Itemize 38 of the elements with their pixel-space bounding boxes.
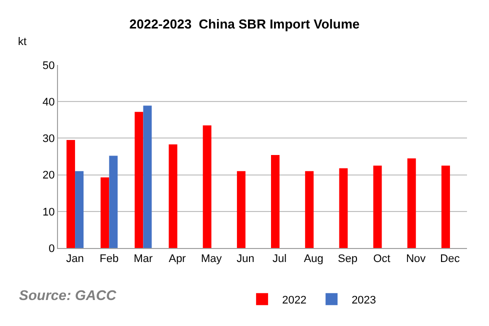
- bar: [100, 177, 110, 248]
- x-tick-label: Oct: [373, 253, 390, 266]
- y-tick-label: 0: [48, 242, 55, 255]
- bar: [143, 106, 152, 248]
- bar: [305, 171, 314, 248]
- legend-label: 2023: [352, 294, 376, 306]
- bar: [407, 158, 416, 248]
- x-tick-label: Dec: [440, 253, 460, 266]
- y-tick-label: 40: [42, 96, 55, 108]
- bar: [271, 155, 280, 248]
- x-tick-label: Nov: [406, 253, 426, 266]
- x-tick-label: Jan: [66, 253, 84, 266]
- x-tick-label: Mar: [134, 253, 154, 266]
- bar: [339, 168, 348, 248]
- y-axis-title: kt: [18, 36, 27, 48]
- bar: [66, 140, 76, 248]
- bar: [134, 112, 144, 248]
- y-tick-label: 10: [42, 206, 55, 218]
- x-tick-label: Feb: [100, 253, 119, 266]
- bar: [373, 166, 382, 248]
- bar: [75, 171, 84, 248]
- bar: [441, 166, 450, 248]
- x-tick-label: Apr: [168, 253, 186, 266]
- x-tick-label: May: [200, 253, 222, 266]
- x-tick-label: Jul: [272, 253, 287, 266]
- bar: [109, 156, 118, 248]
- y-tick-label: 50: [42, 60, 55, 72]
- x-tick-label: Jun: [236, 253, 254, 266]
- bar: [202, 125, 212, 248]
- x-tick-label: Sep: [338, 253, 358, 266]
- y-tick-label: 20: [42, 170, 55, 182]
- legend-label: 2022: [282, 294, 307, 306]
- source-note: Source: GACC: [19, 287, 118, 303]
- chart-title: 2022-2023 China SBR Import Volume: [129, 16, 360, 32]
- bar: [236, 171, 246, 248]
- y-tick-label: 30: [42, 133, 55, 146]
- bar: [168, 144, 178, 248]
- x-tick-label: Aug: [304, 253, 324, 266]
